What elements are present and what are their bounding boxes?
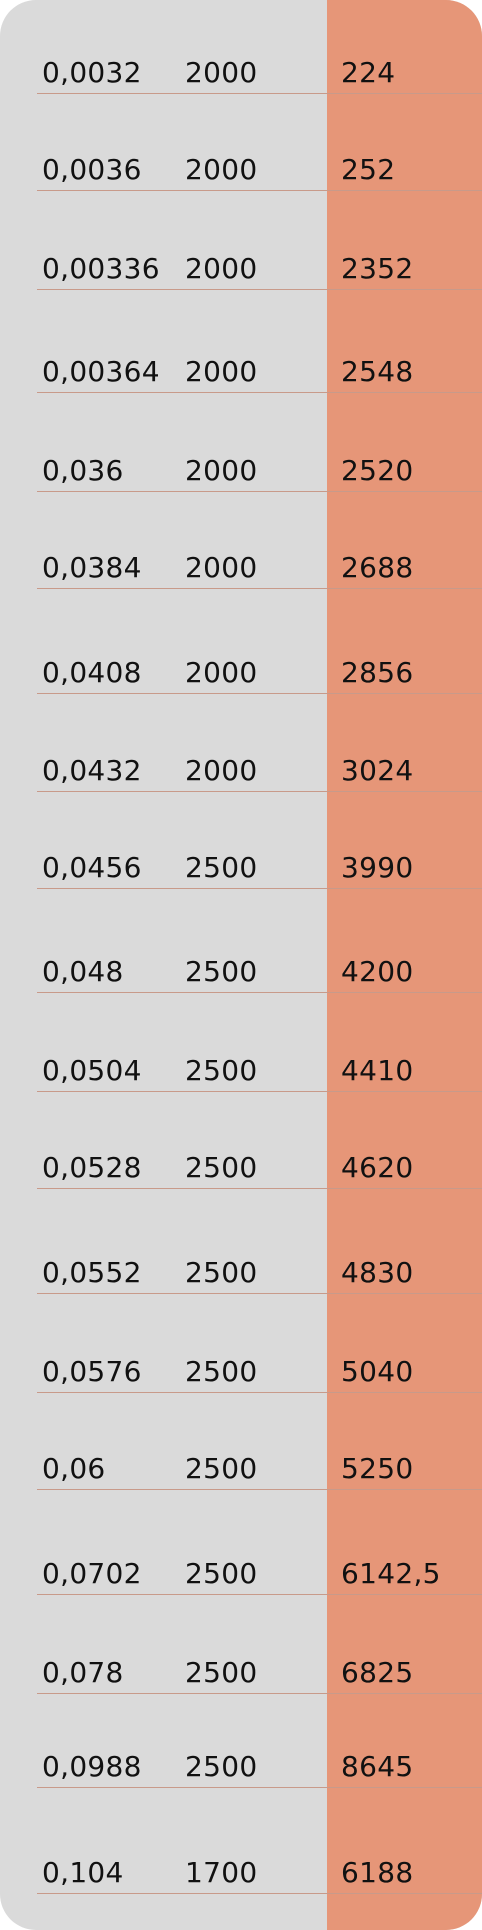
rate-cell: 0,078: [42, 1656, 124, 1689]
table-row: 0,0032 2000 224: [37, 0, 482, 94]
table-row: 0,0702 2500 6142,5: [37, 1497, 482, 1595]
rate-cell: 0,0702: [42, 1557, 142, 1590]
quantity-cell: 2000: [185, 56, 258, 89]
rate-cell: 0,0384: [42, 551, 142, 584]
table-row: 0,0384 2000 2688: [37, 491, 482, 589]
quantity-cell: 1700: [185, 1856, 258, 1889]
rate-cell: 0,06: [42, 1452, 106, 1485]
table-row: 0,0036 2000 252: [37, 93, 482, 191]
quantity-cell: 2500: [185, 1656, 258, 1689]
total-cell: 4830: [341, 1256, 414, 1289]
table-row: 0,0552 2500 4830: [37, 1196, 482, 1294]
rate-cell: 0,0432: [42, 754, 142, 787]
total-cell: 2352: [341, 252, 414, 285]
total-column-highlight: [327, 0, 482, 1930]
table-row: 0,0576 2500 5040: [37, 1295, 482, 1393]
total-cell: 4200: [341, 955, 414, 988]
table-row: 0,06 2500 5250: [37, 1392, 482, 1490]
table-row: 0,036 2000 2520: [37, 394, 482, 492]
rate-cell: 0,0576: [42, 1355, 142, 1388]
total-cell: 2688: [341, 551, 414, 584]
quantity-cell: 2000: [185, 454, 258, 487]
total-cell: 252: [341, 153, 396, 186]
table-row: 0,0528 2500 4620: [37, 1091, 482, 1189]
table-row: 0,104 1700 6188: [37, 1796, 482, 1894]
rate-cell: 0,0552: [42, 1256, 142, 1289]
quantity-cell: 2500: [185, 1355, 258, 1388]
total-cell: 5250: [341, 1452, 414, 1485]
row-divider: [37, 1091, 482, 1092]
table-row: 0,0988 2500 8645: [37, 1690, 482, 1788]
quantity-cell: 2500: [185, 1452, 258, 1485]
rate-cell: 0,0988: [42, 1750, 142, 1783]
table-row: 0,0408 2000 2856: [37, 596, 482, 694]
rate-cell: 0,00336: [42, 252, 160, 285]
row-divider: [37, 491, 482, 492]
rate-cell: 0,0032: [42, 56, 142, 89]
rate-cell: 0,00364: [42, 355, 160, 388]
quantity-cell: 2000: [185, 153, 258, 186]
table-row: 0,00364 2000 2548: [37, 295, 482, 393]
quantity-cell: 2500: [185, 1750, 258, 1783]
total-cell: 4620: [341, 1151, 414, 1184]
row-divider: [37, 1787, 482, 1788]
row-divider: [37, 1489, 482, 1490]
row-divider: [37, 190, 482, 191]
quantity-cell: 2000: [185, 355, 258, 388]
rate-cell: 0,048: [42, 955, 124, 988]
table-row: 0,078 2500 6825: [37, 1596, 482, 1694]
quantity-cell: 2000: [185, 252, 258, 285]
rate-cell: 0,0036: [42, 153, 142, 186]
quantity-cell: 2000: [185, 551, 258, 584]
total-cell: 6188: [341, 1856, 414, 1889]
table-row: 0,0432 2000 3024: [37, 694, 482, 792]
total-cell: 2856: [341, 656, 414, 689]
rate-cell: 0,0408: [42, 656, 142, 689]
row-divider: [37, 392, 482, 393]
row-divider: [37, 1188, 482, 1189]
quantity-cell: 2000: [185, 656, 258, 689]
row-divider: [37, 693, 482, 694]
total-cell: 224: [341, 56, 396, 89]
row-divider: [37, 1392, 482, 1393]
quantity-cell: 2500: [185, 1256, 258, 1289]
total-cell: 3024: [341, 754, 414, 787]
row-divider: [37, 1594, 482, 1595]
total-cell: 6825: [341, 1656, 414, 1689]
row-divider: [37, 93, 482, 94]
total-cell: 2520: [341, 454, 414, 487]
quantity-cell: 2500: [185, 851, 258, 884]
row-divider: [37, 992, 482, 993]
quantity-cell: 2500: [185, 1054, 258, 1087]
quantity-cell: 2000: [185, 754, 258, 787]
total-cell: 3990: [341, 851, 414, 884]
total-cell: 8645: [341, 1750, 414, 1783]
row-divider: [37, 588, 482, 589]
total-cell: 6142,5: [341, 1557, 441, 1590]
table-row: 0,048 2500 4200: [37, 895, 482, 993]
rate-cell: 0,0528: [42, 1151, 142, 1184]
table-row: 0,00336 2000 2352: [37, 192, 482, 290]
table-row: 0,0456 2500 3990: [37, 791, 482, 889]
row-divider: [37, 1693, 482, 1694]
quantity-cell: 2500: [185, 955, 258, 988]
quantity-cell: 2500: [185, 1151, 258, 1184]
total-cell: 2548: [341, 355, 414, 388]
row-divider: [37, 888, 482, 889]
row-divider: [37, 289, 482, 290]
total-cell: 5040: [341, 1355, 414, 1388]
rate-cell: 0,036: [42, 454, 124, 487]
row-divider: [37, 1893, 482, 1894]
rate-cell: 0,104: [42, 1856, 124, 1889]
rate-cell: 0,0504: [42, 1054, 142, 1087]
row-divider: [37, 1293, 482, 1294]
row-divider: [37, 791, 482, 792]
quantity-cell: 2500: [185, 1557, 258, 1590]
table-row: 0,0504 2500 4410: [37, 994, 482, 1092]
total-cell: 4410: [341, 1054, 414, 1087]
rate-cell: 0,0456: [42, 851, 142, 884]
